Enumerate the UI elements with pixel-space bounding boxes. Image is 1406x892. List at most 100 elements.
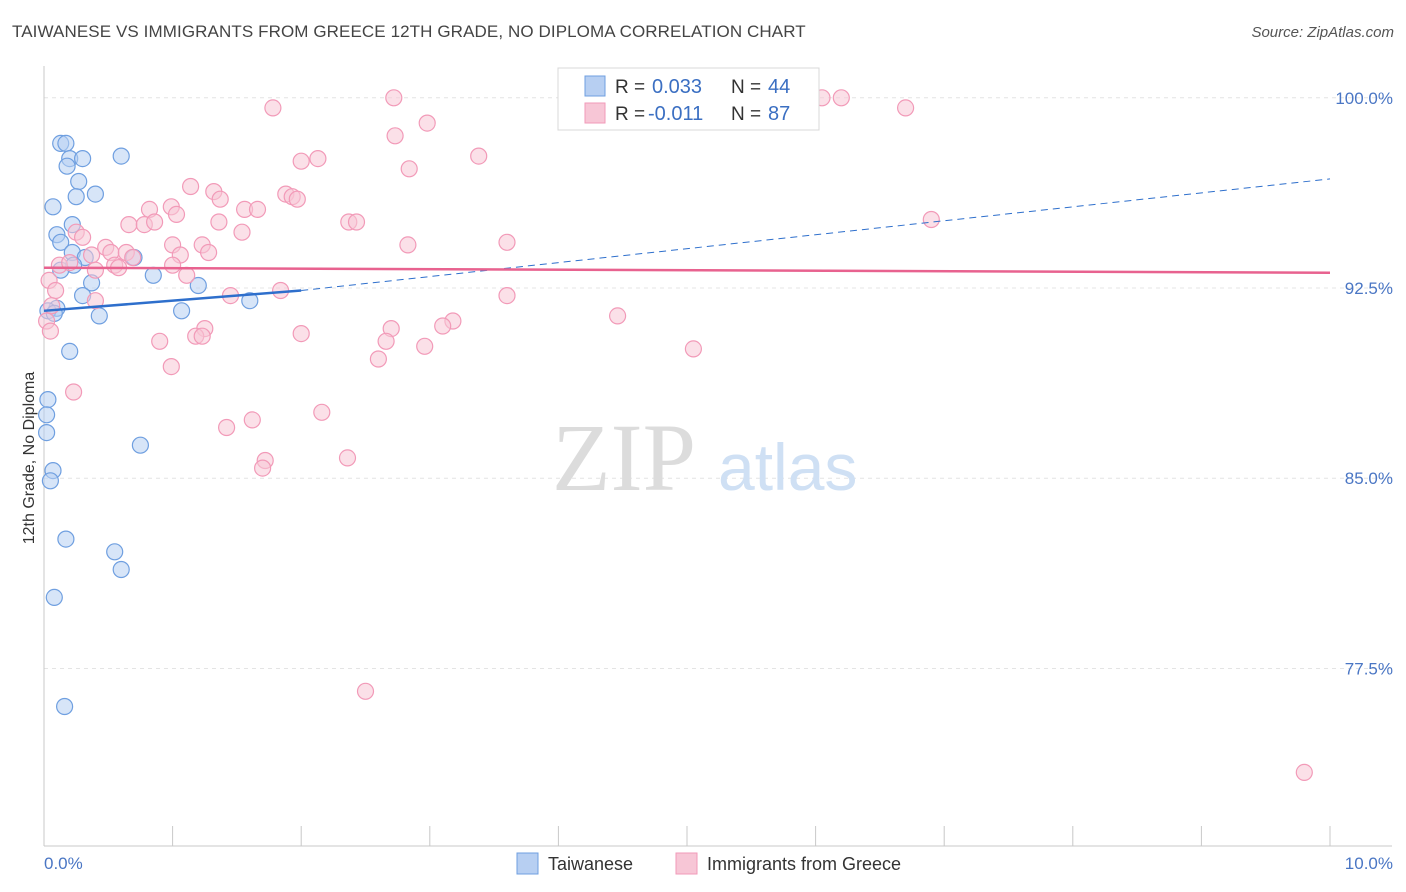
taiwanese-point-29 bbox=[39, 391, 57, 409]
greece-point-7 bbox=[418, 114, 436, 132]
greece-point-8 bbox=[386, 127, 404, 145]
greece-point-82 bbox=[356, 682, 375, 700]
legend-box: R = 0.033 N = 44 R = -0.011 N = 87 bbox=[557, 67, 820, 131]
y-tick-label-2: 92.5% bbox=[1345, 279, 1393, 298]
greece-point-42 bbox=[124, 248, 142, 267]
greece-point-39 bbox=[82, 246, 101, 264]
chart-source: Source: ZipAtlas.com bbox=[1251, 24, 1394, 41]
bottom-legend: Taiwanese Immigrants from Greece bbox=[516, 852, 901, 875]
greece-point-6 bbox=[896, 99, 915, 117]
greece-point-23 bbox=[167, 205, 186, 223]
taiwanese-point-26 bbox=[173, 302, 191, 320]
y-tick-label-1: 85.0% bbox=[1345, 469, 1393, 488]
greece-point-74 bbox=[162, 358, 180, 376]
legend-r-label-1: R = bbox=[615, 77, 645, 98]
greece-point-83 bbox=[1295, 763, 1313, 782]
taiwanese-point-18 bbox=[144, 266, 162, 284]
greece-point-0 bbox=[385, 89, 403, 107]
y-axis-label: 12th Grade, No Diploma bbox=[21, 372, 38, 545]
greece-point-44 bbox=[200, 243, 218, 262]
greece-point-71 bbox=[416, 337, 434, 355]
trend-lines bbox=[43, 178, 1331, 313]
bottom-legend-greece: Immigrants from Greece bbox=[707, 854, 901, 874]
taiwanese-point-9 bbox=[44, 198, 62, 216]
greece-point-75 bbox=[64, 383, 83, 401]
taiwanese-point-3 bbox=[73, 150, 92, 168]
grid-lines bbox=[44, 97, 1392, 669]
greece-point-78 bbox=[218, 418, 236, 437]
taiwanese-point-27 bbox=[90, 307, 108, 325]
greece-point-69 bbox=[151, 332, 169, 350]
taiwanese-point-39 bbox=[55, 697, 74, 716]
greece-point-76 bbox=[313, 403, 331, 421]
greece-point-30 bbox=[922, 210, 940, 229]
greece-point-4 bbox=[832, 89, 850, 107]
greece-point-28 bbox=[146, 213, 164, 231]
data-points bbox=[37, 89, 1313, 782]
greece-point-60 bbox=[41, 322, 60, 340]
legend-swatch-taiwanese bbox=[584, 75, 606, 97]
legend-r-value-1: 0.033 bbox=[652, 76, 702, 98]
greece-point-25 bbox=[347, 213, 366, 231]
taiwanese-point-22 bbox=[241, 292, 259, 310]
chart-title: TAIWANESE VS IMMIGRANTS FROM GREECE 12TH… bbox=[12, 22, 806, 41]
x-tick-label-1: 10.0% bbox=[1345, 854, 1393, 873]
taiwanese-point-34 bbox=[41, 472, 60, 490]
greece-point-9 bbox=[292, 152, 310, 170]
greece-point-63 bbox=[434, 317, 452, 335]
taiwanese-point-37 bbox=[112, 560, 130, 579]
greece-point-17 bbox=[288, 190, 306, 208]
x-tick-label-0: 0.0% bbox=[44, 854, 83, 873]
greece-point-11 bbox=[470, 147, 488, 165]
taiwanese-trend-dashed bbox=[301, 178, 1331, 292]
greece-point-62 bbox=[608, 307, 627, 325]
tick-labels: 77.5% 85.0% 92.5% 100.0% 0.0% 10.0% bbox=[44, 89, 1393, 873]
legend-swatch-greece bbox=[584, 102, 606, 124]
greece-point-79 bbox=[338, 449, 357, 467]
greece-point-10 bbox=[309, 150, 327, 168]
legend-n-value-2: 87 bbox=[768, 103, 790, 125]
greece-point-57 bbox=[86, 292, 105, 310]
taiwanese-point-35 bbox=[57, 530, 75, 548]
y-tick-label-3: 100.0% bbox=[1335, 89, 1393, 108]
taiwanese-point-8 bbox=[67, 188, 85, 206]
taiwanese-point-12 bbox=[52, 233, 70, 251]
greece-point-22 bbox=[248, 200, 267, 218]
taiwanese-point-28 bbox=[61, 342, 79, 360]
greece-point-73 bbox=[369, 350, 387, 368]
greece-point-53 bbox=[178, 266, 196, 284]
greece-point-29 bbox=[210, 213, 228, 231]
legend-n-value-1: 44 bbox=[768, 76, 790, 98]
taiwanese-point-30 bbox=[37, 406, 56, 424]
taiwanese-point-32 bbox=[131, 436, 149, 454]
legend-r-label-2: R = bbox=[615, 104, 645, 125]
legend-n-label-2: N = bbox=[731, 104, 761, 125]
taiwanese-point-36 bbox=[106, 543, 124, 561]
taiwanese-point-5 bbox=[58, 157, 76, 175]
greece-point-37 bbox=[399, 236, 417, 254]
bottom-legend-swatch-taiwanese bbox=[516, 852, 539, 875]
greece-point-67 bbox=[193, 327, 211, 345]
legend-r-value-2: -0.011 bbox=[648, 103, 703, 125]
taiwanese-point-4 bbox=[112, 147, 130, 165]
watermark-atlas: atlas bbox=[718, 430, 857, 504]
taiwanese-point-31 bbox=[37, 424, 56, 442]
bottom-legend-swatch-greece bbox=[675, 852, 698, 875]
greece-point-70 bbox=[377, 332, 395, 350]
axes bbox=[43, 66, 1392, 847]
greece-point-18 bbox=[211, 190, 229, 208]
greece-point-54 bbox=[498, 287, 516, 305]
greece-point-38 bbox=[498, 233, 516, 251]
taiwanese-point-20 bbox=[189, 276, 207, 295]
greece-point-5 bbox=[264, 99, 282, 117]
watermark-zip: ZIP bbox=[552, 404, 696, 511]
greece-point-52 bbox=[46, 281, 65, 300]
greece-point-12 bbox=[400, 160, 418, 178]
greece-point-81 bbox=[254, 459, 272, 477]
legend-n-label-1: N = bbox=[731, 77, 761, 98]
taiwanese-point-6 bbox=[70, 172, 88, 191]
greece-point-77 bbox=[243, 411, 261, 429]
watermark: ZIP atlas bbox=[552, 404, 857, 511]
bottom-legend-taiwanese: Taiwanese bbox=[548, 854, 633, 874]
